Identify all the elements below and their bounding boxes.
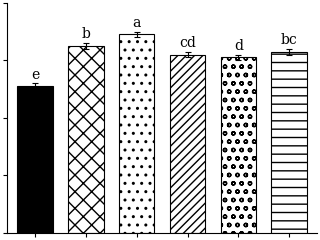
Bar (119, 35, 155, 233)
Bar (68, 46, 104, 233)
Text: e: e (31, 68, 39, 82)
Text: bc: bc (281, 33, 298, 47)
Bar (170, 54, 205, 233)
Text: a: a (132, 16, 141, 30)
Bar (271, 52, 307, 233)
Text: d: d (234, 39, 243, 54)
Text: cd: cd (179, 36, 196, 50)
Bar (17, 86, 53, 233)
Text: b: b (81, 27, 90, 41)
Bar (220, 57, 256, 233)
